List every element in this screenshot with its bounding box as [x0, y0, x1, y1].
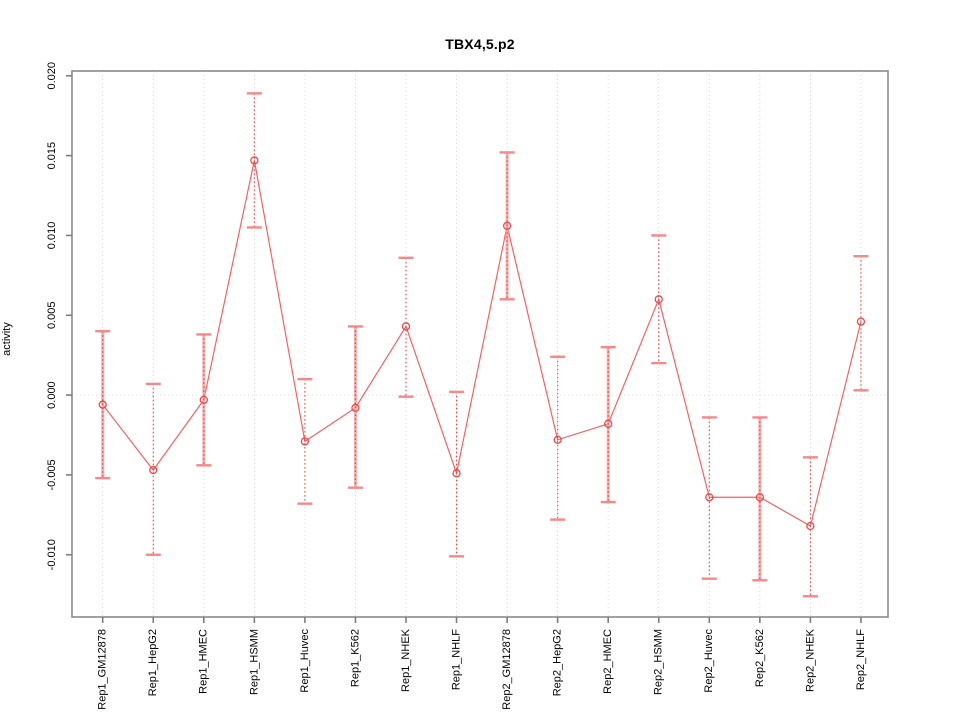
data-point — [351, 403, 360, 413]
data-point — [705, 493, 714, 502]
y-axis-title: activity — [1, 322, 13, 356]
data-point — [604, 419, 613, 428]
x-tick-label: Rep2_Huvec — [703, 629, 715, 693]
data-point — [401, 322, 411, 331]
y-tick-label: 0.020 — [46, 62, 58, 90]
data-point — [250, 156, 259, 165]
x-tick-label: Rep2_HepG2 — [552, 629, 564, 696]
x-tick-label: Rep2_K562 — [754, 629, 766, 687]
plot-box — [71, 70, 889, 618]
data-point — [199, 395, 208, 405]
y-tick-label: -0.005 — [46, 459, 58, 490]
data-point — [755, 493, 764, 502]
x-tick-label: Rep2_NHLF — [855, 629, 867, 690]
x-tick-label: Rep2_GM12878 — [501, 629, 513, 710]
x-tick-label: Rep1_HSMM — [248, 629, 260, 695]
x-tick-label: Rep2_HSMM — [653, 629, 665, 695]
y-tick-label: 0.005 — [46, 301, 58, 329]
x-tick-label: Rep2_NHEK — [804, 628, 816, 692]
data-point — [149, 465, 158, 475]
x-tick-label: Rep1_HepG2 — [147, 629, 159, 696]
x-tick-label: Rep1_K562 — [349, 629, 361, 687]
data-point — [806, 521, 815, 531]
data-point — [553, 435, 562, 444]
x-tick-label: Rep1_HMEC — [198, 629, 210, 694]
x-tick-label: Rep2_HMEC — [602, 629, 614, 694]
data-point — [98, 400, 107, 409]
data-point — [502, 221, 512, 231]
x-tick-label: Rep1_NHLF — [450, 629, 462, 690]
data-point — [654, 295, 663, 304]
y-tick-label: 0.015 — [46, 142, 58, 170]
data-point — [856, 317, 866, 326]
data-point — [300, 437, 310, 446]
data-point — [452, 469, 461, 478]
chart-title: TBX4,5.p2 — [445, 36, 515, 52]
y-tick-label: -0.010 — [46, 539, 58, 570]
series-line — [102, 160, 862, 527]
x-tick-label: Rep1_GM12878 — [97, 629, 109, 710]
y-tick-label: 0.000 — [46, 381, 58, 409]
x-tick-label: Rep1_Huvec — [299, 629, 311, 693]
y-tick-label: 0.010 — [46, 222, 58, 250]
x-tick-label: Rep1_NHEK — [400, 628, 412, 692]
